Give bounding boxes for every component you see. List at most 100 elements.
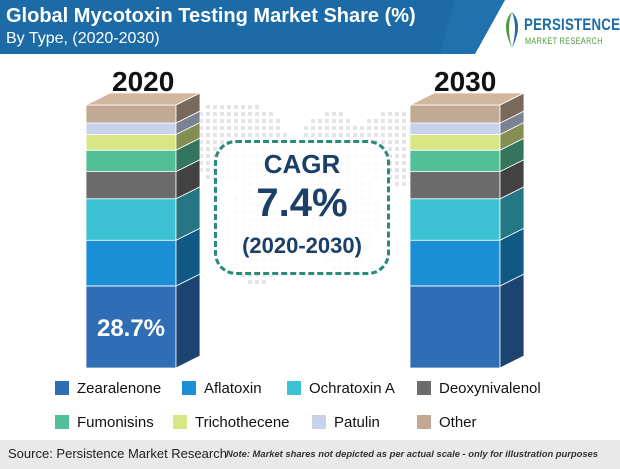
- map-dot: [234, 126, 238, 130]
- bar-segment-2030-other: [409, 104, 501, 124]
- legend-label: Fumonisins: [77, 413, 154, 431]
- map-dot: [199, 154, 203, 158]
- map-dot: [206, 147, 210, 151]
- legend-label: Patulin: [334, 413, 380, 431]
- map-dot: [206, 175, 210, 179]
- map-dot: [339, 126, 343, 130]
- map-dot: [402, 140, 406, 144]
- map-dot: [388, 112, 392, 116]
- map-dot: [311, 126, 315, 130]
- map-dot: [388, 126, 392, 130]
- map-dot: [339, 112, 343, 116]
- map-dot: [325, 126, 329, 130]
- map-dot: [255, 133, 259, 137]
- map-dot: [381, 126, 385, 130]
- header-banner-shape: [0, 0, 505, 54]
- map-dot: [255, 119, 259, 123]
- map-dot: [241, 133, 245, 137]
- map-dot: [367, 119, 371, 123]
- map-dot: [395, 168, 399, 172]
- legend-swatch: [312, 415, 326, 429]
- map-dot: [248, 105, 252, 109]
- map-dot: [255, 273, 259, 277]
- map-dot: [388, 147, 392, 151]
- bar-segment-2030-fumonisins: [409, 149, 501, 173]
- map-dot: [269, 119, 273, 123]
- map-dot: [353, 133, 357, 137]
- legend-item-aflatoxin: Aflatoxin: [182, 377, 262, 399]
- bar-segment-2020-trichothecene: [85, 134, 177, 151]
- map-dot: [374, 126, 378, 130]
- bar-top-2030: [409, 92, 525, 106]
- map-dot: [262, 280, 266, 284]
- category-label-2020: 2020: [112, 66, 175, 97]
- bar-segment-2020-other: [85, 104, 177, 124]
- disclaimer-note: Note: Market shares not depicted as per …: [226, 448, 598, 459]
- chart-title: Global Mycotoxin Testing Market Share (%…: [6, 5, 416, 27]
- legend-item-zearalenone: Zearalenone: [55, 377, 161, 399]
- map-dot: [381, 133, 385, 137]
- map-dot: [255, 112, 259, 116]
- bar-segment-2030-aflatoxin: [409, 239, 501, 287]
- data-label-2020-zearalenone: 28.7%: [97, 315, 165, 342]
- map-dot: [241, 105, 245, 109]
- cagr-period: (2020-2030): [242, 233, 362, 258]
- map-dot: [381, 140, 385, 144]
- legend-item-fumonisins: Fumonisins: [55, 411, 154, 433]
- bar-segment-2030-deoxynivalenol: [409, 171, 501, 200]
- map-dot: [325, 119, 329, 123]
- map-dot: [367, 126, 371, 130]
- legend-label: Ochratoxin A: [309, 379, 395, 397]
- map-dot: [262, 119, 266, 123]
- map-dot: [395, 112, 399, 116]
- legend-label: Deoxynivalenol: [439, 379, 541, 397]
- map-dot: [199, 133, 203, 137]
- map-dot: [241, 273, 245, 277]
- legend-item-trichothecene: Trichothecene: [173, 411, 290, 433]
- map-dot: [395, 147, 399, 151]
- map-dot: [220, 105, 224, 109]
- map-dot: [220, 112, 224, 116]
- logo-mark-icon: [506, 12, 518, 48]
- map-dot: [311, 119, 315, 123]
- map-dot: [213, 119, 217, 123]
- category-label-2030: 2030: [434, 66, 497, 97]
- bar-segment-2030-trichothecene: [409, 134, 501, 151]
- map-dot: [269, 126, 273, 130]
- map-dot: [199, 168, 203, 172]
- map-dot: [388, 140, 392, 144]
- legend-swatch: [417, 381, 431, 395]
- map-dot: [325, 112, 329, 116]
- map-dot: [262, 273, 266, 277]
- map-dot: [381, 119, 385, 123]
- bar-segment-2020-ochratoxin-a: [85, 198, 177, 241]
- legend-swatch: [287, 381, 301, 395]
- map-dot: [395, 133, 399, 137]
- cagr-label: CAGR: [263, 149, 341, 179]
- map-dot: [381, 112, 385, 116]
- map-dot: [346, 133, 350, 137]
- map-dot: [402, 154, 406, 158]
- legend-label: Other: [439, 413, 477, 431]
- map-dot: [206, 105, 210, 109]
- map-dot: [402, 175, 406, 179]
- map-dot: [304, 126, 308, 130]
- chart-legend: Zearalenone Aflatoxin Ochratoxin A Deoxy…: [55, 377, 610, 433]
- map-dot: [395, 126, 399, 130]
- legend-swatch: [55, 415, 69, 429]
- map-dot: [241, 126, 245, 130]
- map-dot: [304, 133, 308, 137]
- map-dot: [395, 161, 399, 165]
- bar-segment-2030-ochratoxin-a: [409, 198, 501, 241]
- map-dot: [332, 133, 336, 137]
- map-dot: [234, 112, 238, 116]
- map-dot: [206, 168, 210, 172]
- map-dot: [360, 133, 364, 137]
- legend-label: Trichothecene: [195, 413, 290, 431]
- map-dot: [213, 126, 217, 130]
- map-dot: [248, 119, 252, 123]
- map-dot: [374, 133, 378, 137]
- map-dot: [395, 175, 399, 179]
- map-dot: [248, 126, 252, 130]
- map-dot: [388, 168, 392, 172]
